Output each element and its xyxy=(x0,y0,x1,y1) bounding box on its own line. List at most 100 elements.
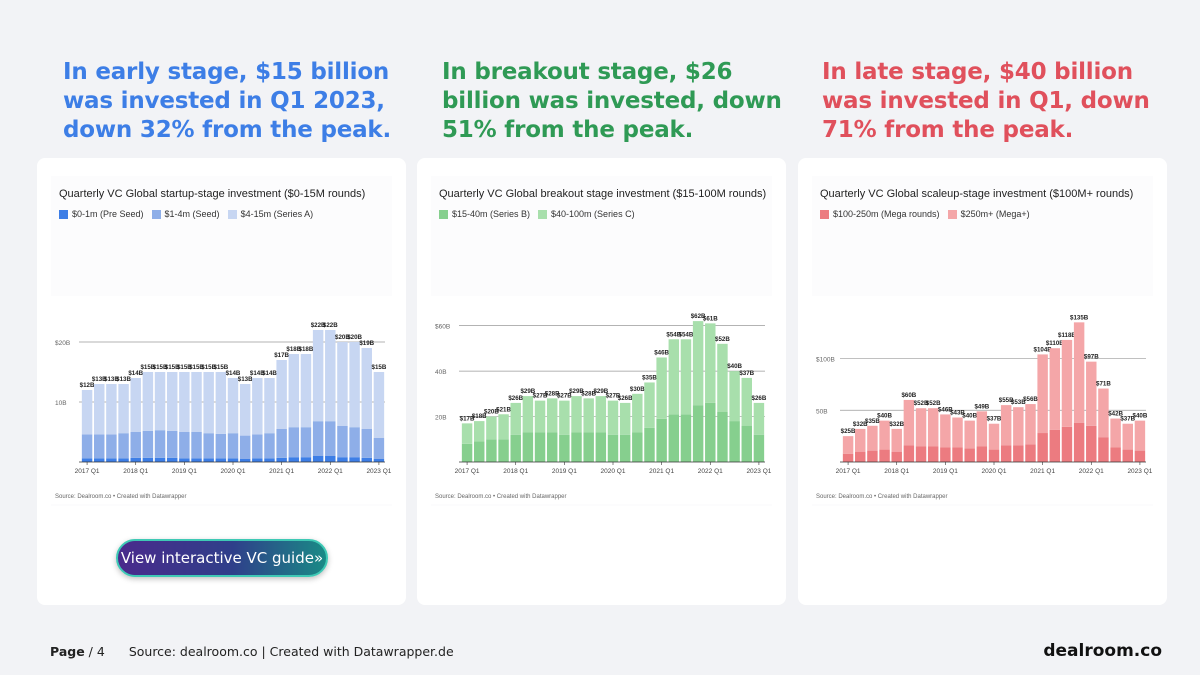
bar-segment xyxy=(1061,426,1073,462)
bar-segment xyxy=(252,378,263,435)
bar-segment xyxy=(668,339,680,415)
bar-segment xyxy=(203,458,214,462)
bar-segment xyxy=(891,428,902,452)
chart-plot-area: 50B $100B $25B $32B $35B $40B $32B $60B $52B $52B… xyxy=(812,296,1153,504)
bar-segment xyxy=(1134,420,1146,451)
bar-segment xyxy=(1098,388,1109,438)
bar-segment xyxy=(81,434,93,459)
bar-total-label: $42B xyxy=(1108,411,1123,418)
bar-segment xyxy=(474,441,485,462)
legend-item: $15-40m (Series B) xyxy=(439,209,530,219)
bar-segment xyxy=(264,458,275,462)
bar-segment xyxy=(106,384,117,435)
bar-total-label: $26B xyxy=(752,395,767,402)
bar-total-label: $15B xyxy=(140,364,155,371)
chart-svg: 10B$20B$12B$13B$13B$13B$14B$15B$15B$15B$… xyxy=(55,322,392,500)
bar-total-label: $37B xyxy=(987,416,1002,423)
bar-segment xyxy=(203,433,214,459)
bar-segment xyxy=(988,449,1000,462)
y-tick-label: 40B xyxy=(435,369,447,376)
x-tick-label: 2021 Q1 xyxy=(1030,468,1055,475)
bar-total-label: $32B xyxy=(889,421,904,428)
bar-segment xyxy=(288,427,300,458)
y-tick-label: $100B xyxy=(816,357,835,364)
bar-segment xyxy=(312,456,324,462)
bar-segment xyxy=(373,372,385,438)
bar-segment xyxy=(717,412,728,462)
bar-segment xyxy=(1122,449,1133,462)
bar-total-label: $135B xyxy=(1070,314,1089,321)
bar-total-label: $14B xyxy=(262,370,277,377)
legend-item: $1-4m (Seed) xyxy=(151,209,220,219)
y-tick-label: 20B xyxy=(435,415,447,422)
bar-segment xyxy=(461,443,473,462)
bar-segment xyxy=(166,430,178,458)
bar-segment xyxy=(239,384,251,436)
bar-segment xyxy=(1037,354,1048,434)
bar-segment xyxy=(607,400,619,435)
bar-total-label: $52B xyxy=(914,400,929,407)
bar-total-label: $28B xyxy=(545,390,560,397)
legend-swatch xyxy=(820,209,829,219)
bar-total-label: $35B xyxy=(642,374,657,381)
bar-total-label: $54B xyxy=(666,331,681,338)
chart-plot-area: 10B $20B $12B $13B $13B $13B $14B $15B $15B $15B $… xyxy=(51,296,392,504)
bar-total-label: $22B xyxy=(311,322,326,329)
bar-segment xyxy=(753,402,765,435)
bar-segment xyxy=(191,432,202,459)
bar-total-label: $110B xyxy=(1046,340,1064,347)
bar-segment xyxy=(142,372,154,431)
bar-segment xyxy=(705,323,716,403)
bar-total-label: $37B xyxy=(739,370,754,377)
bar-segment xyxy=(288,457,300,462)
bar-segment xyxy=(486,439,497,462)
bar-segment xyxy=(349,457,360,462)
bar-segment xyxy=(680,414,692,462)
bar-segment xyxy=(154,430,166,458)
bar-segment xyxy=(927,446,939,462)
bar-total-label: $28B xyxy=(581,390,596,397)
bar-segment xyxy=(571,432,582,462)
footer: Page / 4 Source: dealroom.co | Created w… xyxy=(50,644,454,659)
bar-segment xyxy=(166,457,178,462)
bar-segment xyxy=(227,433,239,459)
y-tick-label: $60B xyxy=(435,324,450,331)
bar-segment xyxy=(498,439,509,462)
bar-segment xyxy=(976,411,988,447)
bar-segment xyxy=(1086,361,1097,426)
bar-total-label: $62B xyxy=(691,313,706,320)
bar-segment xyxy=(1025,404,1036,445)
bar-segment xyxy=(534,400,546,433)
headline-early-stage: In early stage, $15 billion was invested… xyxy=(63,59,392,143)
x-tick-label: 2021 Q1 xyxy=(269,468,294,475)
bar-segment xyxy=(300,427,312,458)
bar-segment xyxy=(1013,445,1024,462)
bar-total-label: $13B xyxy=(92,376,107,383)
view-vc-guide-button[interactable]: View interactive VC guide» xyxy=(116,539,328,577)
bar-total-label: $27B xyxy=(606,393,621,400)
bar-segment xyxy=(522,396,534,433)
bar-segment xyxy=(106,434,117,459)
bar-segment xyxy=(546,432,558,462)
bar-segment xyxy=(842,436,854,454)
bar-segment xyxy=(215,372,227,434)
chart-panel: Quarterly VC Global startup-stage invest… xyxy=(51,176,392,506)
legend-swatch xyxy=(151,209,161,219)
bar-segment xyxy=(903,399,915,446)
bar-segment xyxy=(252,458,263,462)
bar-segment xyxy=(915,408,927,447)
bar-segment xyxy=(741,425,752,462)
legend-swatch xyxy=(947,209,957,219)
bar-total-label: $26B xyxy=(618,395,633,402)
bar-segment xyxy=(361,348,372,429)
x-tick-label: 2017 Q1 xyxy=(75,468,100,475)
bar-segment xyxy=(325,456,336,462)
bar-total-label: $15B xyxy=(165,364,180,371)
chart-title: Quarterly VC Global startup-stage invest… xyxy=(59,188,366,200)
x-tick-label: 2019 Q1 xyxy=(172,468,197,475)
bar-segment xyxy=(952,447,963,462)
legend-label: $100-250m (Mega rounds) xyxy=(833,209,940,219)
chart-source-note: Source: Dealroom.co • Created with Dataw… xyxy=(435,494,567,500)
bar-segment xyxy=(952,417,963,448)
bar-total-label: $27B xyxy=(533,393,548,400)
